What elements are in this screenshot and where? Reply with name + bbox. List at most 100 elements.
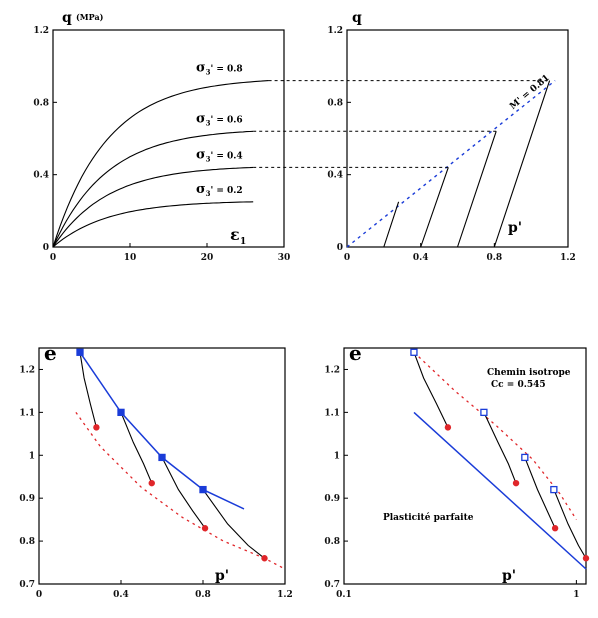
y-tick-label: 0.8 [324,537,340,547]
x-axis-label: p' [508,220,522,236]
y-tick-label: 1.1 [324,408,340,418]
y-tick-label: 1.2 [33,26,49,36]
dot-marker [444,424,452,431]
dot-marker [582,555,590,562]
annotation-plasticity: Plasticité parfaite [383,512,474,523]
square-marker [480,408,488,417]
dot-marker [261,555,268,562]
y-tick-label: 0.7 [19,580,35,590]
isotropic-line [79,351,245,510]
y-axis-label: q [352,10,362,26]
x-tick-label: 20 [201,253,214,263]
x-tick-label: 10 [124,253,137,263]
y-tick-label: 1.1 [19,408,35,418]
panel-e-vs-p-log: 0.70.80.911.11.2 0.1 1 e p' Chemin isotro… [324,341,590,600]
stress-path [493,80,551,248]
y-ticks: 0 0.4 0.8 1.2 [33,26,57,253]
x-tick-label: 1 [573,590,579,600]
x-tick-label: 0.8 [195,590,211,600]
x-tick-label: 0 [344,253,350,263]
x-tick-label: 0.4 [413,253,429,263]
curves [75,348,286,570]
void-ratio-path [161,457,206,529]
x-ticks: 0 0.4 0.8 1.2 [344,243,576,263]
plot-frame [38,347,286,585]
x-axis-label: p' [215,568,229,584]
y-tick-label: 0.8 [19,537,35,547]
series-label: σ3' = 0.8 [196,61,243,77]
y-ticks: 0.7 0.8 0.9 1 1.1 1.2 [324,365,348,590]
series-line [52,201,254,248]
series-label: σ3' = 0.2 [196,182,243,198]
series-label: σ3' = 0.4 [196,147,243,163]
dot-marker [93,424,100,431]
square-marker [550,485,558,494]
x-tick-label: 0.8 [486,253,502,263]
annotation-cc: Cc = 0.545 [491,380,546,390]
y-axis-label: e [349,341,362,365]
void-ratio-path [79,352,97,428]
plot-frame [343,347,587,585]
curves [52,80,269,248]
y-tick-label: 0.9 [19,494,35,504]
y-ticks: 0.7 0.8 0.9 1 1.1 1.2 [19,365,43,590]
y-tick-label: 1 [334,451,340,461]
curves [410,348,590,570]
void-ratio-path [120,412,153,484]
x-axis-label: ε [230,225,240,244]
x-axis-label-sub: 1 [240,237,246,247]
square-marker [117,408,125,417]
y-tick-label: 0.9 [324,494,340,504]
curves [346,80,556,248]
y-tick-label: 0.8 [33,98,49,108]
dot-marker [201,525,209,532]
x-tick-label: 30 [278,253,291,263]
curve-labels: σ3' = 0.8 σ3' = 0.6 σ3' = 0.4 σ3' = 0.2 [196,61,243,198]
dot-marker [148,479,155,487]
y-tick-label: 1.2 [19,365,35,375]
square-marker [410,348,418,356]
y-tick-label: 0.8 [327,98,343,108]
square-marker [76,348,84,356]
y-tick-label: 1 [29,451,35,461]
void-ratio-path [483,412,517,484]
y-tick-label: 0 [43,243,49,253]
y-axis-label: q [62,10,72,26]
panel-q-vs-p: 00.40.81.2 0 0.4 0.8 1.2 q p' M' = 0.81 [327,10,576,263]
x-tick-label: 0 [50,253,56,263]
y-tick-label: 0 [337,243,343,253]
square-marker [158,453,166,462]
square-marker [199,485,207,494]
y-tick-label: 0.4 [327,171,343,181]
x-tick-label: 0.4 [113,590,129,600]
critical-state-line [346,80,556,248]
x-tick-label: 0 [36,590,42,600]
x-tick-label: 1.2 [277,590,293,600]
void-ratio-path [202,489,265,559]
x-tick-label: 0.1 [336,590,352,600]
dot-marker [551,525,559,532]
y-tick-label: 1.2 [327,26,343,36]
critical-state-curve [413,351,577,520]
series-line [52,130,254,248]
x-ticks: 0 0.4 0.8 1.2 [36,580,293,600]
x-tick-label: 1.2 [560,253,576,263]
y-tick-label: 0.4 [33,171,49,181]
void-ratio-path [524,457,556,529]
x-ticks: 0.1 1 [336,580,580,600]
stress-path [420,167,449,248]
series-label: σ3' = 0.6 [196,111,243,127]
plot-frame [52,29,285,248]
plot-frame [346,29,569,248]
panel-e-vs-p-linear: 0.7 0.8 0.9 1 1.1 1.2 0 0.4 0.8 1.2 e p' [19,341,293,600]
y-axis-label: e [44,341,57,365]
y-tick-label: 0.7 [324,580,340,590]
y-axis-unit: (MPa) [76,12,104,22]
dot-marker [512,479,520,487]
series-line [52,80,269,248]
y-ticks: 0 0.4 0.8 1.2 [327,26,351,253]
x-axis-label: p' [502,568,516,584]
series-line [52,166,254,248]
panel-q-vs-strain: 00.40.81.2 0 10 20 30 σ3' = 0.8σ3' = 0.6σ3'… [33,10,290,263]
